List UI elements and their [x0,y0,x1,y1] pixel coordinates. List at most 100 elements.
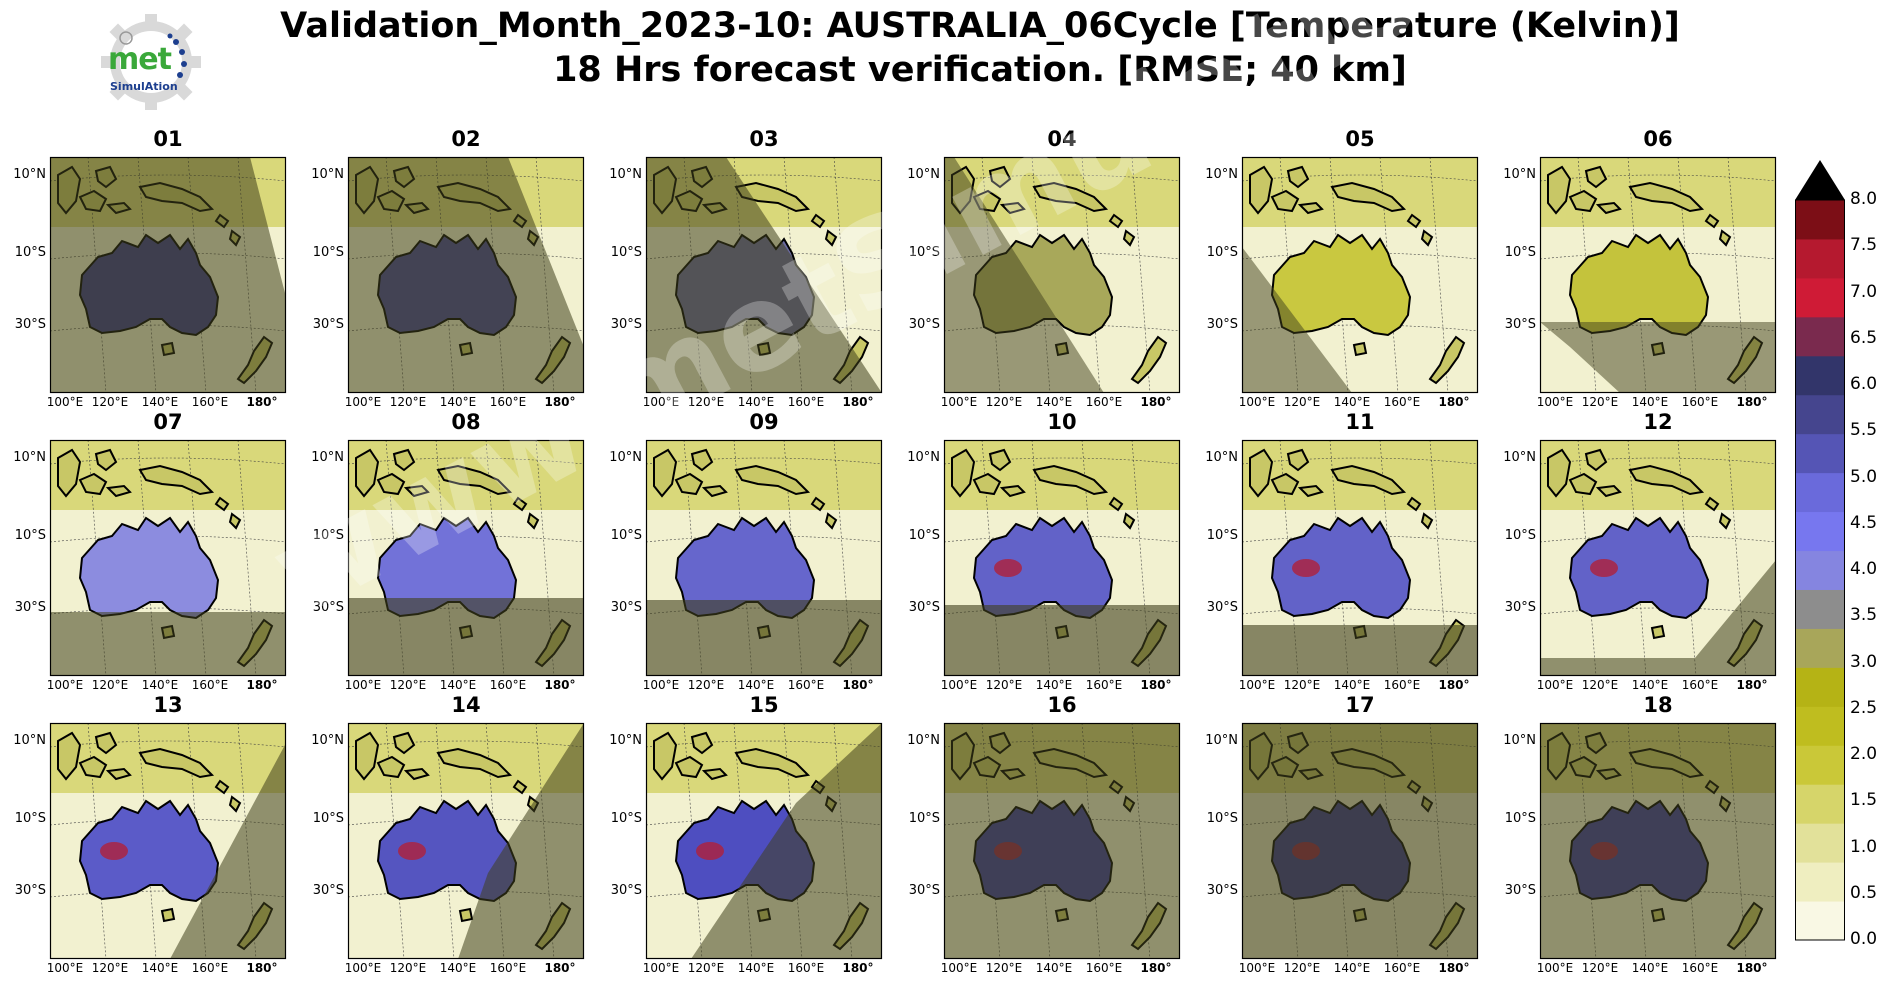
coastline [1704,213,1720,229]
latitude-line [49,607,287,615]
coastline [138,464,215,496]
x-tick-label: 120°E [1283,678,1321,692]
x-tick-label: 140°E [1333,961,1371,975]
panel-title: 03 [749,127,779,151]
x-tick-label: 160°E [1085,678,1123,692]
x-tick-label: 100°E [1238,395,1276,409]
colorbar-tick-label: 4.0 [1850,559,1878,579]
shaded-overlay [944,605,1180,676]
logo-wordmark: met [108,42,172,77]
coastline [1718,229,1732,247]
colorbar-segment [1795,472,1845,513]
panel-frame [645,439,883,677]
y-tick-label: 30°S [1504,317,1536,332]
coastline [355,731,380,781]
colorbar-segment [1795,862,1845,902]
colorbar-tick-label: 7.0 [1850,281,1878,302]
coastline [94,731,118,755]
x-tick-label: 100°E [1536,961,1574,975]
x-tick-label: 160°E [1681,961,1719,975]
coastline [734,464,811,496]
x-tick-label: 120°E [1581,678,1619,692]
coastline [1595,201,1622,215]
colorbar-segment [1795,784,1845,824]
panel-title: 01 [153,127,183,151]
y-tick-label: 30°S [1206,600,1238,615]
coastline [403,767,430,781]
panel-frame [49,439,287,677]
colorbar-segment [1795,745,1845,785]
x-tick-label: 180° [246,678,278,692]
shaded-overlay [1540,322,1776,393]
coastline [1297,484,1324,498]
coastline [1122,512,1136,530]
y-tick-label: 10°N [311,450,344,465]
y-tick-label: 30°S [312,883,344,898]
y-tick-label: 10°N [1503,733,1536,748]
x-tick-label: 120°E [985,395,1023,409]
x-tick-label: 120°E [687,678,725,692]
panel-frame [1241,156,1479,394]
x-tick-label: 120°E [91,395,129,409]
map-panel-04 [943,156,1181,394]
coastline [674,755,704,779]
latitude-line [1539,607,1777,615]
y-tick-label: 10°N [311,733,344,748]
x-tick-label: 140°E [439,678,477,692]
colorbar-segment [1795,706,1845,746]
colorbar-segment [1795,511,1845,552]
latitude-line [347,890,585,898]
coastline [824,512,838,530]
coastline [1286,448,1310,472]
shaded-overlay [348,598,584,676]
coastline [78,472,108,496]
x-tick-label: 180° [544,678,576,692]
x-tick-label: 180° [1438,395,1470,409]
coastline [653,448,678,498]
y-tick-label: 30°S [610,600,642,615]
x-tick-label: 120°E [1581,395,1619,409]
coastline [376,755,406,779]
high-error-region [398,842,426,860]
colorbar-tick-label: 0.0 [1850,929,1878,949]
coastline [1108,213,1124,229]
x-tick-label: 140°E [1631,678,1669,692]
shaded-overlay [646,723,882,959]
coastline [512,496,528,512]
longitude-line [1677,439,1697,677]
x-tick-label: 120°E [1283,961,1321,975]
y-tick-label: 10°S [908,811,940,826]
latitude-line [1241,252,1479,260]
x-tick-label: 100°E [1536,678,1574,692]
map-panel-17 [1241,722,1479,960]
x-tick-label: 140°E [439,395,477,409]
colorbar-tick-label: 6.5 [1850,327,1878,348]
coastline [436,747,513,779]
y-tick-label: 10°S [14,528,46,543]
panel-frame [645,156,883,394]
y-tick-label: 10°N [311,167,344,182]
coastline [1428,335,1466,385]
y-tick-label: 10°S [610,245,642,260]
panel-frame [1539,439,1777,677]
coastline [1568,189,1598,213]
coastline [810,213,826,229]
y-tick-label: 10°N [609,450,642,465]
y-tick-label: 30°S [312,600,344,615]
longitude-line [1081,156,1101,394]
y-tick-label: 10°N [13,733,46,748]
panel-title: 16 [1047,693,1077,717]
y-tick-label: 10°N [907,167,940,182]
x-tick-label: 160°E [191,395,229,409]
coastline [690,731,714,755]
x-tick-label: 160°E [1681,678,1719,692]
panel-title: 02 [451,127,481,151]
coastline [228,512,242,530]
panel-title: 14 [451,693,481,717]
coastline [1628,181,1705,213]
panel-frame [943,722,1181,960]
x-tick-label: 100°E [344,395,382,409]
latitude-line [49,890,287,898]
panel-frame [347,722,585,960]
x-tick-label: 140°E [1631,961,1669,975]
